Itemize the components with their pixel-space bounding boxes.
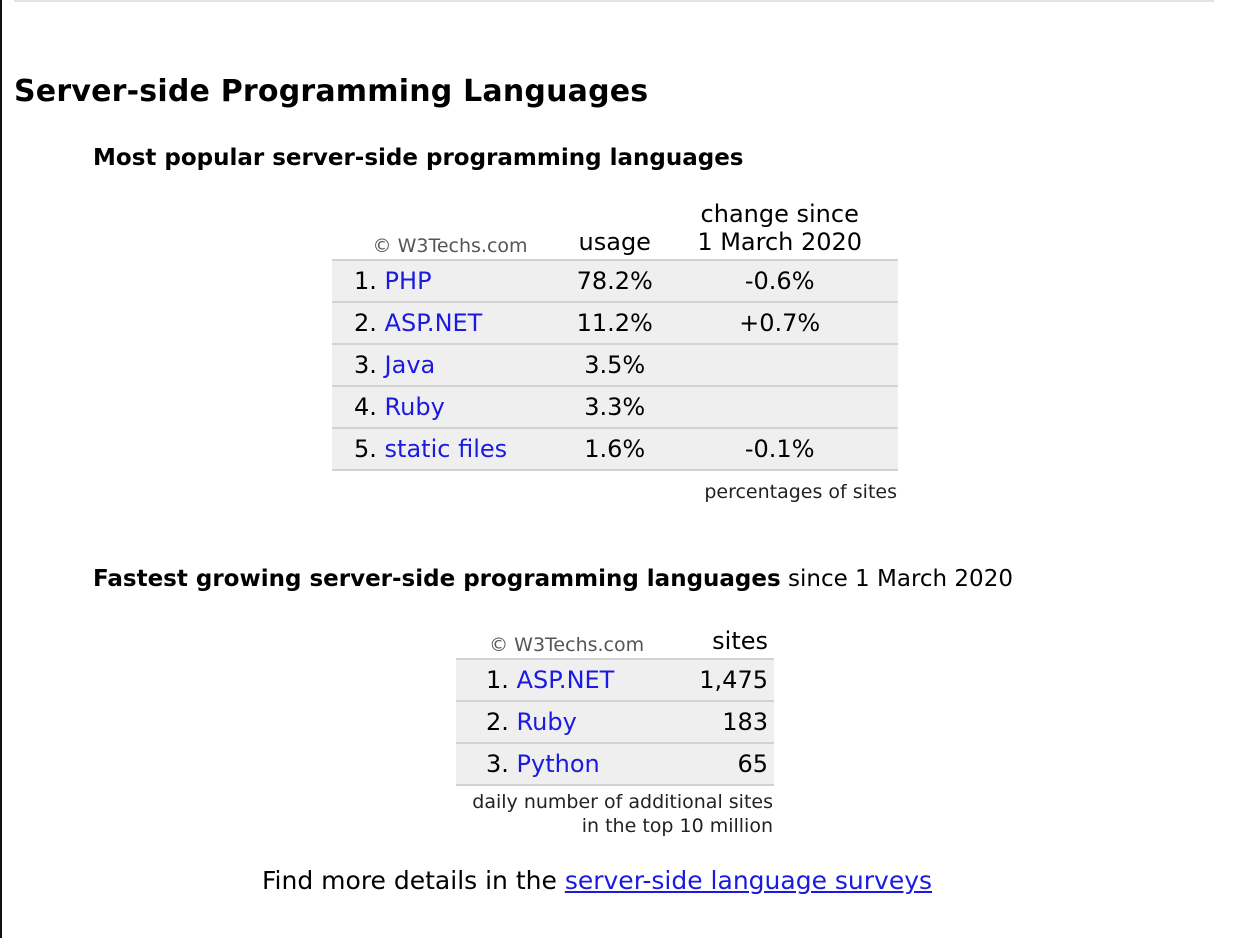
growing-heading-bold: Fastest growing server-side programming …: [93, 566, 781, 592]
usage-value: 1.6%: [568, 427, 662, 471]
sites-value: 65: [677, 742, 774, 786]
language-link-ruby[interactable]: Ruby: [516, 708, 577, 736]
page-title: Server-side Programming Languages: [14, 74, 649, 109]
survey-link[interactable]: server-side language surveys: [564, 866, 933, 895]
rank-number: 1.: [354, 267, 377, 295]
language-link-php[interactable]: PHP: [384, 267, 432, 295]
language-link-aspnet[interactable]: ASP.NET: [384, 309, 483, 337]
table-row: 5. static files 1.6% -0.1%: [332, 427, 898, 471]
usage-value: 78.2%: [568, 259, 662, 302]
growing-table-note: daily number of additional sites in the …: [420, 790, 773, 838]
rank-number: 5.: [354, 435, 377, 463]
usage-column-header: usage: [578, 228, 651, 256]
language-link-python[interactable]: Python: [516, 750, 600, 778]
table-row: 2. ASP.NET 11.2% +0.7%: [332, 301, 898, 344]
change-value: [661, 343, 898, 386]
change-column-header: change since 1 March 2020: [661, 200, 898, 260]
language-link-ruby[interactable]: Ruby: [384, 393, 445, 421]
usage-value: 3.5%: [568, 343, 662, 386]
language-link-static-files[interactable]: static files: [384, 435, 508, 463]
table-header-row: © W3Techs.com sites: [456, 627, 774, 659]
rank-number: 4.: [354, 393, 377, 421]
popular-table-note: percentages of sites: [704, 481, 897, 503]
table-row: 4. Ruby 3.3%: [332, 385, 898, 428]
sites-value: 1,475: [677, 658, 774, 701]
popular-languages-heading: Most popular server-side programming lan…: [93, 145, 744, 171]
rank-number: 3.: [354, 351, 377, 379]
table-row: 2. Ruby 183: [456, 700, 774, 743]
growing-note-line2: in the top 10 million: [581, 815, 773, 837]
table-row: 3. Python 65: [456, 742, 774, 786]
rank-number: 2.: [354, 309, 377, 337]
copyright-label: © W3Techs.com: [489, 634, 645, 656]
growing-heading-since: since 1 March 2020: [780, 566, 1013, 592]
sites-value: 183: [677, 700, 774, 743]
copyright-label: © W3Techs.com: [372, 235, 528, 257]
table-row: 1. ASP.NET 1,475: [456, 658, 774, 701]
change-value: +0.7%: [661, 301, 898, 344]
table-header-row: © W3Techs.com usage change since 1 March…: [332, 200, 898, 260]
usage-value: 3.3%: [568, 385, 662, 428]
more-details-text: Find more details in the server-side lan…: [262, 866, 932, 895]
change-value: [661, 385, 898, 428]
change-header-line2: 1 March 2020: [697, 228, 863, 256]
growing-note-line1: daily number of additional sites: [472, 791, 773, 813]
table-row: 1. PHP 78.2% -0.6%: [332, 259, 898, 302]
language-link-java[interactable]: Java: [384, 351, 436, 379]
rank-number: 2.: [486, 708, 509, 736]
more-details-prefix: Find more details in the: [262, 866, 565, 895]
growing-languages-table: © W3Techs.com sites 1. ASP.NET 1,475 2. …: [456, 627, 774, 786]
language-link-aspnet[interactable]: ASP.NET: [516, 666, 615, 694]
rank-number: 3.: [486, 750, 509, 778]
sites-column-header: sites: [712, 627, 768, 655]
change-value: -0.6%: [661, 259, 898, 302]
usage-value: 11.2%: [568, 301, 662, 344]
change-value: -0.1%: [661, 427, 898, 471]
top-divider: [14, 0, 1214, 2]
table-row: 3. Java 3.5%: [332, 343, 898, 386]
growing-languages-heading: Fastest growing server-side programming …: [93, 566, 1013, 592]
window-left-border: [0, 0, 2, 938]
popular-languages-table: © W3Techs.com usage change since 1 March…: [332, 200, 898, 471]
change-header-line1: change since: [700, 200, 859, 228]
rank-number: 1.: [486, 666, 509, 694]
